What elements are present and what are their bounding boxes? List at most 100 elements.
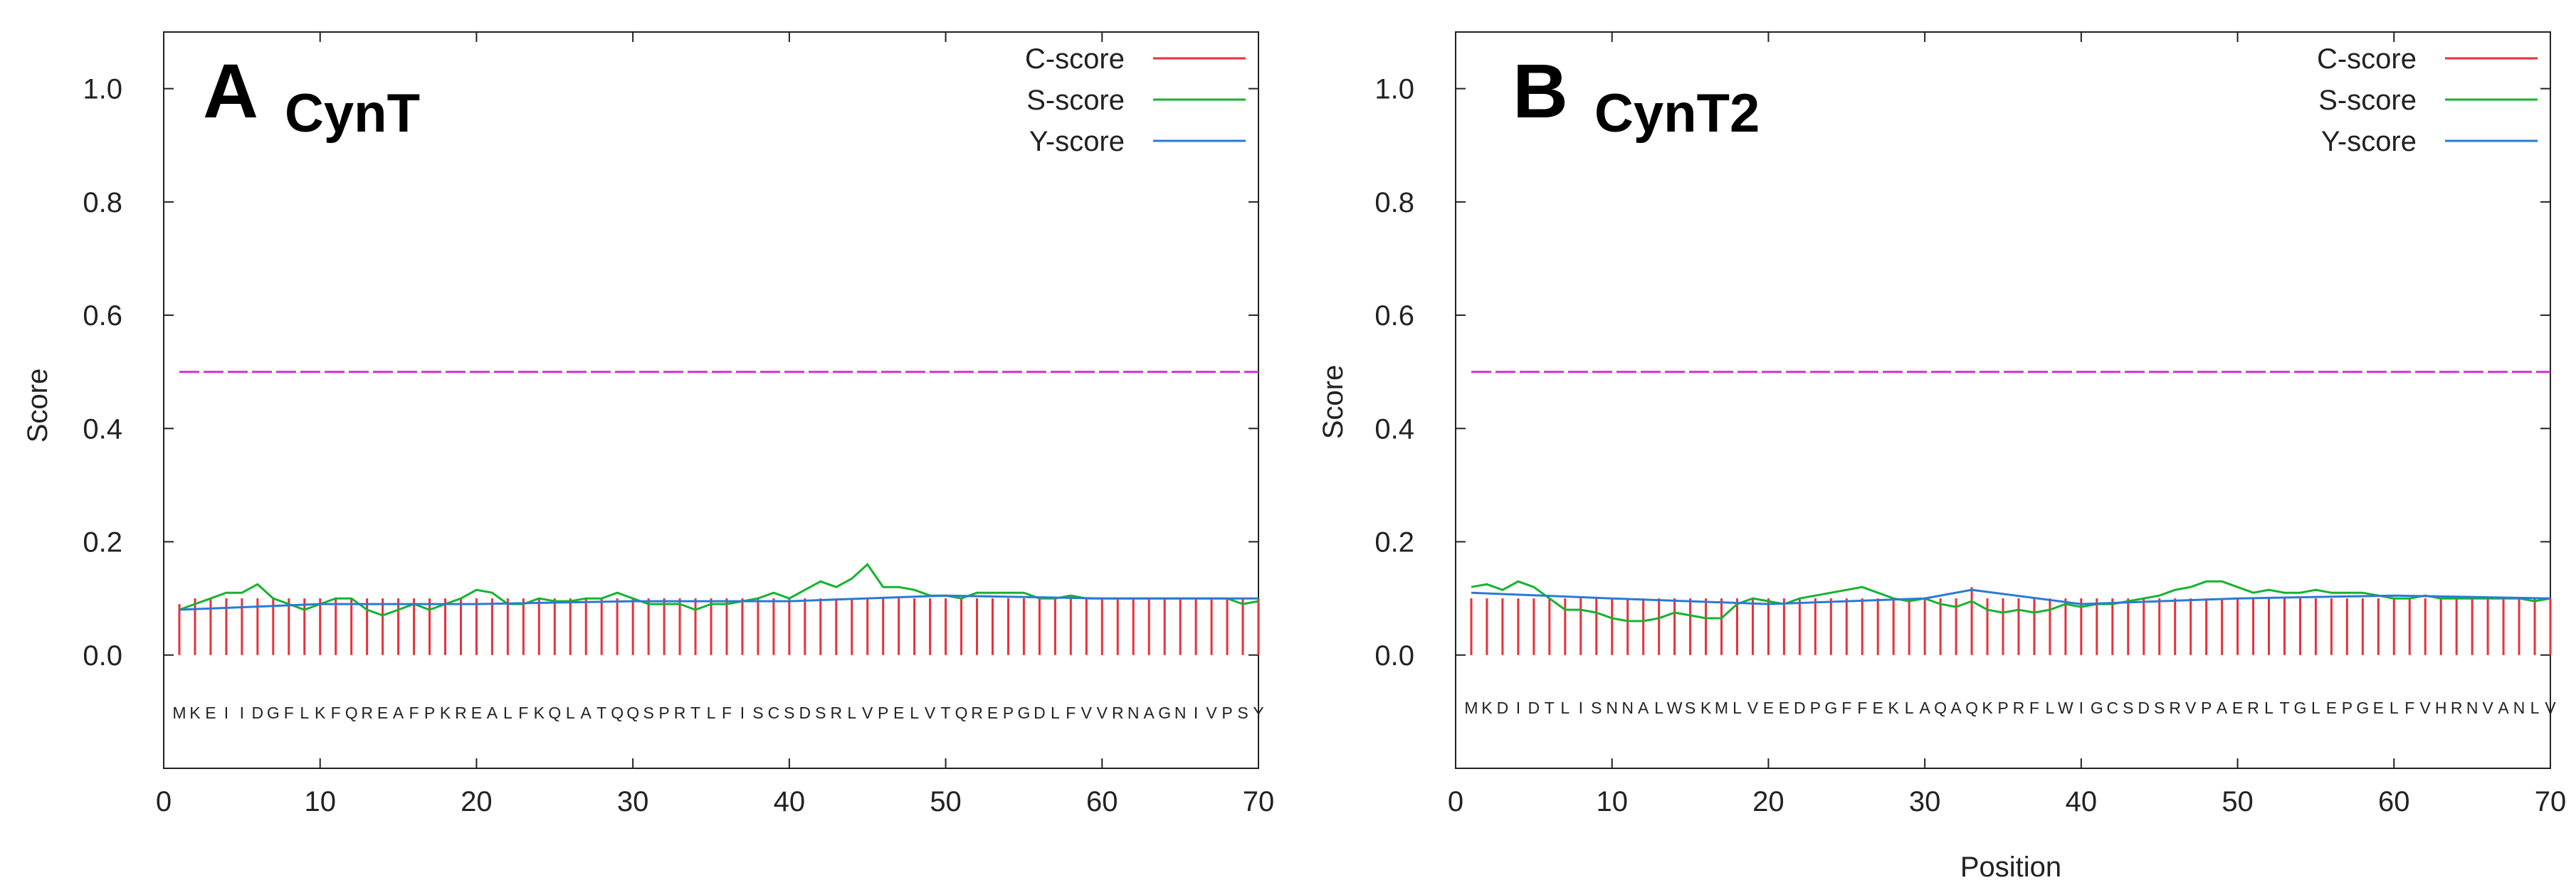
sequence-residue: E xyxy=(893,704,904,722)
sequence-residue: E xyxy=(1779,699,1789,717)
y-tick-label: 0.8 xyxy=(83,187,122,218)
sequence-residue: G xyxy=(1017,704,1030,722)
y-tick-label: 0.2 xyxy=(1374,527,1414,558)
sequence-residue: M xyxy=(1715,699,1728,717)
sequence-residue: L xyxy=(1733,699,1742,717)
sequence-residue: R xyxy=(2169,699,2181,717)
sequence-residue: A xyxy=(1950,699,1962,717)
panel-b: B CynT2 Score Position 0.0 0.2 0.4 0.6 0.8 1.… xyxy=(1318,31,2566,880)
sequence-residue: F xyxy=(2029,699,2039,717)
sequence-residue: P xyxy=(1221,704,1232,722)
sequence-residue: R xyxy=(2013,699,2025,717)
sequence-residue: N xyxy=(1127,704,1140,722)
sequence-residue: I xyxy=(224,704,228,722)
sequence-residue: I xyxy=(1579,699,1583,717)
sequence-residue: D xyxy=(2138,699,2150,717)
sequence-residue: S xyxy=(643,704,653,722)
sequence-residue: P xyxy=(1997,699,2008,717)
legend-label: Y-score xyxy=(1029,126,1125,157)
sequence-residue: Q xyxy=(345,704,358,722)
sequence-residue: G xyxy=(1824,699,1837,717)
sequence-residue: K xyxy=(1982,699,1993,717)
sequence-residue: K xyxy=(1481,699,1493,717)
sequence-residue: R xyxy=(455,704,467,722)
sequence-residue: R xyxy=(971,704,983,722)
sequence-residue: C xyxy=(768,704,780,722)
legend-label: C-score xyxy=(1025,43,1125,75)
sequence-residue: F xyxy=(1857,699,1867,717)
sequence-residue: S xyxy=(1685,699,1696,717)
sequence-residue: P xyxy=(1003,704,1014,722)
sequence-residue: S xyxy=(815,704,826,722)
sequence-residue: K xyxy=(534,704,545,722)
x-tick-label: 70 xyxy=(1243,786,1275,817)
sequence-residue: F xyxy=(284,704,294,722)
y-tick-label: 1.0 xyxy=(83,74,122,105)
y-tick-label: 0.8 xyxy=(1374,187,1414,218)
x-tick-label: 50 xyxy=(2222,786,2254,817)
sequence-residue: A xyxy=(1144,704,1155,722)
panel-a-letter: A xyxy=(203,48,258,134)
y-tick-label: 0.0 xyxy=(83,640,122,672)
sequence-residue: A xyxy=(1919,699,1930,717)
x-tick-label: 40 xyxy=(2066,786,2098,817)
sequence-residue: Y xyxy=(1253,704,1263,722)
sequence-residue: Q xyxy=(1934,699,1947,717)
sequence-residue: Q xyxy=(955,704,968,722)
sequence-residue: S xyxy=(784,704,794,722)
sequence-residue: E xyxy=(1763,699,1774,717)
x-tick-label: 30 xyxy=(1909,786,1941,817)
sequence-residue: T xyxy=(1545,699,1555,717)
sequence-residue: L xyxy=(503,704,512,722)
sequence-residue: N xyxy=(1621,699,1634,717)
x-tick-label: 0 xyxy=(156,786,172,817)
y-tick-label: 0.6 xyxy=(1374,300,1414,332)
sequence-residue: K xyxy=(440,704,451,722)
panel-a-ylabel: Score xyxy=(22,369,53,443)
sequence-residue: F xyxy=(331,704,341,722)
x-tick-label: 60 xyxy=(2378,786,2410,817)
sequence-residue: V xyxy=(862,704,873,722)
sequence-residue: E xyxy=(1873,699,1883,717)
sequence-residue: D xyxy=(1497,699,1509,717)
sequence-residue: I xyxy=(740,704,745,722)
panel-b-frame xyxy=(1455,31,2551,769)
s-score-line xyxy=(1471,580,2551,622)
sequence-residue: L xyxy=(566,704,575,722)
sequence-residue: M xyxy=(172,704,186,722)
sequence-residue: S xyxy=(2154,699,2165,717)
x-tick-label: 10 xyxy=(304,786,336,817)
sequence-residue: E xyxy=(987,704,998,722)
sequence-residue: I xyxy=(1194,704,1198,722)
sequence-residue: D xyxy=(799,704,811,722)
legend-label: Y-score xyxy=(2321,126,2417,157)
sequence-residue: L xyxy=(2390,699,2399,717)
s-score-line xyxy=(179,563,1259,617)
panel-b-xlabel: Position xyxy=(1960,852,2061,880)
sequence-residue: S xyxy=(752,704,763,722)
y-score-line xyxy=(179,594,1258,611)
sequence-residue: L xyxy=(707,704,716,722)
panel-b-letter: B xyxy=(1513,48,1568,134)
sequence-residue: D xyxy=(1528,699,1540,717)
sequence-residue: D xyxy=(252,704,264,722)
sequence-residue: L xyxy=(847,704,856,722)
sequence-residue: V xyxy=(2545,699,2556,717)
sequence-residue: A xyxy=(2217,699,2228,717)
sequence-residue: Q xyxy=(548,704,561,722)
sequence-residue: G xyxy=(2294,699,2307,717)
sequence-residue: P xyxy=(658,704,669,722)
sequence-residue: F xyxy=(518,704,528,722)
sequence-residue: L xyxy=(2264,699,2273,717)
sequence-residue: D xyxy=(1034,704,1046,722)
x-tick-label: 20 xyxy=(461,786,493,817)
sequence-residue: Q xyxy=(1965,699,1978,717)
sequence-residue: A xyxy=(487,704,498,722)
panel-a-title: CynT xyxy=(285,83,420,144)
sequence-residue: N xyxy=(1174,704,1187,722)
sequence-residue: L xyxy=(2046,699,2055,717)
y-tick-label: 0.0 xyxy=(1374,640,1414,672)
sequence-residue: V xyxy=(1206,704,1217,722)
y-tick-label: 1.0 xyxy=(1374,74,1414,105)
sequence-residue: V xyxy=(925,704,936,722)
